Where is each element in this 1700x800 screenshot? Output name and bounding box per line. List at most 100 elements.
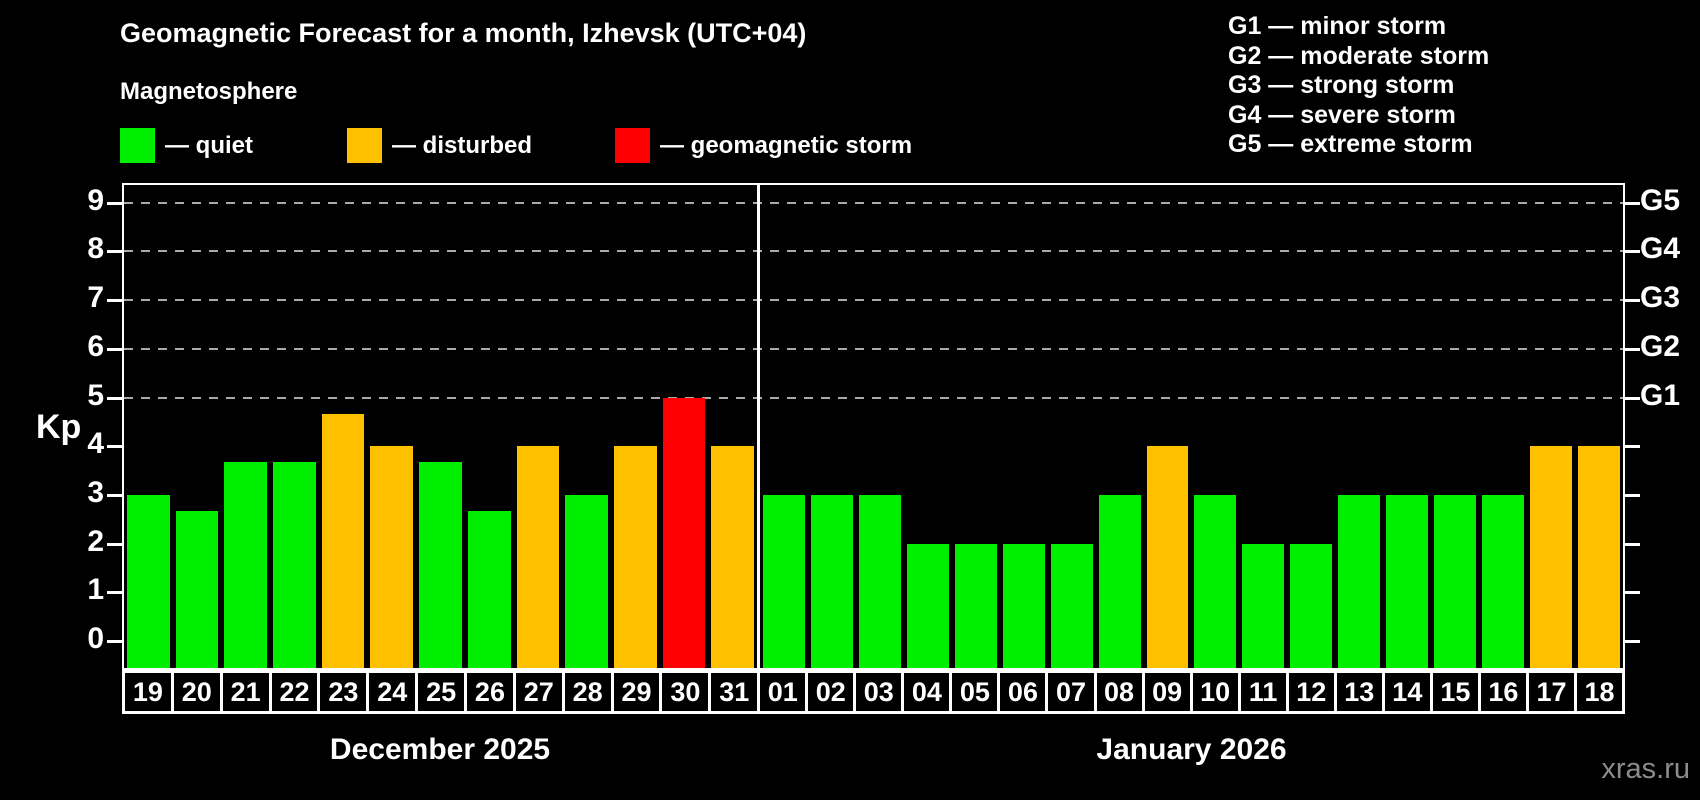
- day-label-30: 30: [662, 673, 709, 711]
- kp-bar-day-01: [763, 494, 805, 668]
- bar-slot-day-13: [1335, 185, 1383, 668]
- magnetosphere-heading: Magnetosphere: [120, 78, 298, 105]
- gridline-kp-6: [124, 347, 1623, 350]
- bar-slot-day-12: [1287, 185, 1335, 668]
- day-label-05: 05: [952, 673, 998, 711]
- g-tick-label-g2: G2: [1640, 329, 1681, 363]
- bar-slot-day-05: [952, 185, 1000, 668]
- kp-bar-day-10: [1194, 494, 1237, 668]
- gridline-kp-7: [124, 299, 1623, 302]
- bar-slot-day-03: [856, 185, 904, 668]
- page-title: Geomagnetic Forecast for a month, Izhevs…: [120, 18, 807, 48]
- left-tick-kp-9: [107, 201, 122, 205]
- bar-slot-day-25: [416, 185, 465, 668]
- day-label-23: 23: [320, 673, 367, 711]
- right-tick-kp-0: [1625, 640, 1640, 643]
- bar-slot-day-29: [611, 185, 660, 668]
- g-tick-label-g1: G1: [1640, 378, 1681, 412]
- panel-december-2025: [124, 185, 757, 668]
- left-tick-kp-5: [107, 396, 122, 400]
- bar-slot-day-23: [319, 185, 368, 668]
- day-axis-row: 19 20 21 22 23 24 25 26 27 28 29 30 31 01 02 03 04 05 06 07…: [122, 670, 1625, 714]
- bar-slot-day-08: [1096, 185, 1144, 668]
- right-tick-kp-8: [1625, 250, 1640, 254]
- left-tick-kp-2: [107, 542, 122, 546]
- right-tick-kp-1: [1625, 591, 1640, 595]
- kp-bar-chart-plot-area: 0 1 2 3 4 5 6 7 8 9 G1 G2 G3 G4 G5: [87, 183, 1680, 670]
- bar-slot-day-16: [1479, 185, 1527, 668]
- day-label-15: 15: [1432, 673, 1478, 711]
- right-tick-kp-4: [1625, 445, 1640, 449]
- day-group-january-2026: 01 02 03 04 05 06 07 08 09 10 11 12 13 14 15 16 17 18: [760, 673, 1623, 711]
- bar-slot-day-06: [1000, 185, 1048, 668]
- kp-bar-day-23: [321, 413, 365, 668]
- panel-january-2026: [757, 185, 1623, 668]
- right-tick-kp-6: [1625, 347, 1640, 351]
- gridline-kp-5: [124, 396, 1623, 399]
- bar-slot-day-14: [1383, 185, 1431, 668]
- day-label-26: 26: [467, 673, 513, 711]
- right-tick-kp-5: [1625, 396, 1640, 400]
- g-legend-line-g1: G1 — minor storm: [1228, 12, 1447, 40]
- day-label-18: 18: [1576, 673, 1623, 711]
- left-tick-kp-0: [107, 640, 122, 643]
- g-tick-label-g4: G4: [1640, 232, 1681, 266]
- y-tick-label-6: 6: [87, 329, 104, 363]
- day-label-31: 31: [711, 673, 758, 711]
- right-tick-kp-7: [1625, 299, 1640, 303]
- bar-slot-day-21: [221, 185, 270, 668]
- day-label-11: 11: [1240, 673, 1286, 711]
- quiet-color-swatch: [120, 128, 155, 163]
- y-tick-label-2: 2: [87, 524, 104, 558]
- kp-bar-day-05: [954, 543, 997, 668]
- bar-slot-day-24: [367, 185, 416, 668]
- g-legend-line-g4: G4 — severe storm: [1228, 100, 1456, 129]
- right-tick-kp-9: [1625, 201, 1640, 205]
- kp-bar-day-15: [1434, 494, 1477, 668]
- month-panels: [124, 185, 1623, 668]
- kp-bar-day-19: [127, 494, 170, 668]
- left-tick-kp-1: [107, 591, 122, 595]
- bar-slot-day-19: [124, 185, 173, 668]
- kp-bar-day-29: [613, 446, 657, 668]
- day-label-28: 28: [564, 673, 611, 711]
- day-label-13: 13: [1336, 673, 1382, 711]
- day-label-20: 20: [173, 673, 220, 711]
- kp-bar-day-11: [1242, 543, 1285, 668]
- day-group-december-2025: 19 20 21 22 23 24 25 26 27 28 29 30 31: [125, 673, 758, 711]
- kp-bar-day-25: [419, 462, 462, 668]
- kp-bar-day-07: [1050, 543, 1093, 668]
- kp-bar-day-28: [565, 494, 608, 668]
- gridline-kp-9: [124, 201, 1623, 204]
- storm-color-swatch: [615, 128, 650, 163]
- day-label-08: 08: [1096, 673, 1142, 711]
- y-tick-label-8: 8: [87, 232, 104, 266]
- bar-slot-day-20: [173, 185, 222, 668]
- month-label-december-2025: December 2025: [329, 733, 551, 766]
- legend-label-disturbed: — disturbed: [392, 131, 533, 159]
- bar-slot-day-17: [1527, 185, 1575, 668]
- day-label-25: 25: [418, 673, 465, 711]
- day-label-01: 01: [760, 673, 806, 711]
- legend-item-quiet: — quiet: [120, 128, 253, 163]
- left-tick-kp-6: [107, 347, 122, 351]
- kp-bar-day-31: [711, 446, 754, 668]
- kp-bar-day-14: [1386, 494, 1429, 668]
- day-label-07: 07: [1048, 673, 1094, 711]
- left-tick-kp-4: [107, 445, 122, 449]
- day-label-09: 09: [1144, 673, 1190, 711]
- kp-bar-day-26: [467, 510, 511, 668]
- bar-slot-day-15: [1431, 185, 1479, 668]
- day-label-12: 12: [1288, 673, 1334, 711]
- g-legend-line-g2: G2 — moderate storm: [1228, 41, 1490, 70]
- legend-item-storm: — geomagnetic storm: [615, 128, 912, 163]
- bar-slot-day-28: [562, 185, 611, 668]
- bar-slot-day-07: [1048, 185, 1096, 668]
- day-label-04: 04: [904, 673, 950, 711]
- day-label-02: 02: [808, 673, 854, 711]
- day-label-27: 27: [515, 673, 562, 711]
- bar-slot-day-18: [1575, 185, 1623, 668]
- kp-bar-day-17: [1530, 446, 1572, 668]
- bar-slot-day-09: [1144, 185, 1192, 668]
